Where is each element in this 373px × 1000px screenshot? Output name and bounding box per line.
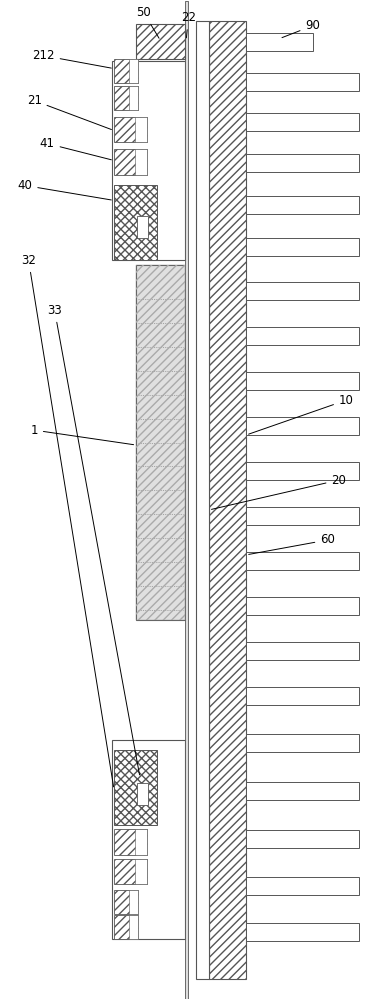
Bar <box>246 417 359 435</box>
Bar <box>246 923 359 941</box>
Bar <box>246 877 359 895</box>
Bar <box>246 552 359 570</box>
Bar <box>185 1 188 999</box>
Text: 41: 41 <box>40 137 111 160</box>
Bar <box>246 113 359 131</box>
Bar <box>114 86 138 110</box>
Bar <box>112 740 185 939</box>
Bar <box>114 859 147 884</box>
Bar <box>135 859 147 884</box>
Bar <box>246 196 359 214</box>
Bar <box>196 21 209 979</box>
Bar <box>114 185 157 260</box>
Text: 1: 1 <box>30 424 134 445</box>
Bar <box>246 462 359 480</box>
Bar <box>114 59 138 83</box>
Bar <box>246 33 313 51</box>
Bar <box>246 597 359 615</box>
Text: 40: 40 <box>18 179 111 200</box>
Bar <box>137 265 185 620</box>
Bar <box>209 21 246 979</box>
Bar <box>137 783 148 805</box>
Bar <box>129 915 138 939</box>
Bar <box>137 216 148 238</box>
Text: 90: 90 <box>282 19 320 38</box>
Bar <box>129 86 138 110</box>
Bar <box>246 507 359 525</box>
Bar <box>246 327 359 345</box>
Bar <box>137 265 185 620</box>
Bar <box>246 238 359 256</box>
Text: 10: 10 <box>248 394 354 434</box>
Bar <box>135 829 147 855</box>
Bar <box>246 154 359 172</box>
Bar <box>246 782 359 800</box>
Text: 21: 21 <box>26 94 112 130</box>
Bar <box>246 687 359 705</box>
Bar <box>114 750 157 825</box>
Bar <box>135 117 147 142</box>
Bar <box>246 372 359 390</box>
Bar <box>114 890 138 914</box>
Bar <box>135 149 147 175</box>
Bar <box>114 915 138 939</box>
Bar <box>129 59 138 83</box>
Bar <box>246 642 359 660</box>
Bar <box>129 890 138 914</box>
Bar <box>246 282 359 300</box>
Text: 22: 22 <box>181 11 196 38</box>
Text: 60: 60 <box>249 533 335 554</box>
Text: 212: 212 <box>32 49 111 68</box>
Bar <box>246 73 359 91</box>
Bar <box>137 24 185 59</box>
Bar <box>112 61 185 260</box>
Bar <box>246 734 359 752</box>
Text: 32: 32 <box>21 254 114 787</box>
Text: 33: 33 <box>47 304 140 775</box>
Bar <box>114 149 147 175</box>
Bar <box>114 829 147 855</box>
Bar <box>114 117 147 142</box>
Text: 50: 50 <box>137 6 159 38</box>
Text: 20: 20 <box>211 474 346 509</box>
Bar <box>246 830 359 848</box>
